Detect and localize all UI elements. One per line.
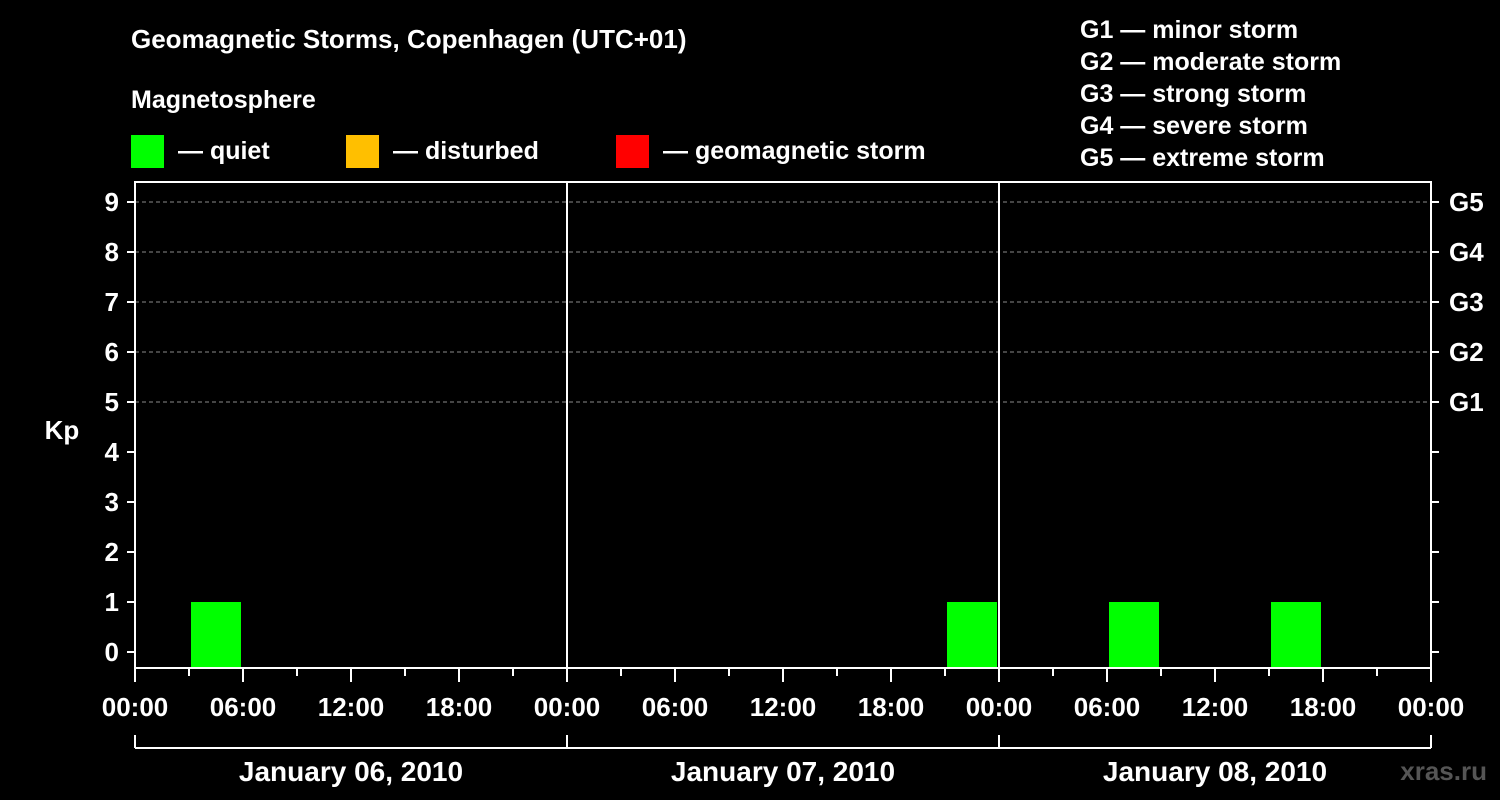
legend-swatch-disturbed (346, 134, 379, 168)
legend-item-disturbed: — disturbed (346, 134, 539, 168)
y-tick-label-2: 2 (105, 537, 119, 567)
x-tick-label-10: 12:00 (1182, 692, 1249, 722)
storm-level-list: G1 — minor storm G2 — moderate storm G3 … (1080, 14, 1341, 174)
x-tick-label-9: 06:00 (1074, 692, 1141, 722)
y-tick-label-9: 9 (105, 187, 119, 217)
x-tick-label-8: 00:00 (966, 692, 1033, 722)
kp-bar-0 (191, 602, 241, 668)
y-tick-label-7: 7 (105, 287, 119, 317)
legend-label-quiet: — quiet (178, 136, 270, 165)
x-tick-label-3: 18:00 (426, 692, 493, 722)
kp-bar-3 (1271, 602, 1321, 668)
x-tick-label-0: 00:00 (102, 692, 169, 722)
right-tick-label-g1: G1 (1449, 387, 1484, 417)
magnetosphere-label: Magnetosphere (131, 86, 316, 114)
y-tick-label-8: 8 (105, 237, 119, 267)
storm-level-g5: G5 — extreme storm (1080, 144, 1325, 172)
right-tick-label-g2: G2 (1449, 337, 1484, 367)
day-label-2: January 08, 2010 (1103, 756, 1327, 787)
y-tick-label-6: 6 (105, 337, 119, 367)
x-tick-label-4: 00:00 (534, 692, 601, 722)
chart-title: Geomagnetic Storms, Copenhagen (UTC+01) (131, 24, 687, 54)
x-tick-label-7: 18:00 (858, 692, 925, 722)
storm-level-g4: G4 — severe storm (1080, 112, 1308, 140)
right-tick-label-g3: G3 (1449, 287, 1484, 317)
legend-label-disturbed: — disturbed (393, 136, 539, 165)
kp-bar-2 (1109, 602, 1159, 668)
legend-label-storm: — geomagnetic storm (663, 136, 926, 165)
legend-item-quiet: — quiet (131, 134, 270, 168)
day-label-0: January 06, 2010 (239, 756, 463, 787)
x-tick-label-5: 06:00 (642, 692, 709, 722)
x-tick-label-11: 18:00 (1290, 692, 1357, 722)
x-tick-label-6: 12:00 (750, 692, 817, 722)
x-tick-label-2: 12:00 (318, 692, 385, 722)
storm-level-g2: G2 — moderate storm (1080, 48, 1342, 76)
x-tick-label-12: 00:00 (1398, 692, 1465, 722)
storm-level-g1: G1 — minor storm (1080, 16, 1299, 44)
plot-frame (134, 181, 1432, 669)
kp-bar-1 (947, 602, 997, 668)
y-tick-label-0: 0 (105, 637, 119, 667)
legend-swatch-storm (616, 134, 649, 168)
x-tick-label-1: 06:00 (210, 692, 277, 722)
legend-swatch-quiet (131, 134, 164, 168)
y-axis-label: Kp (45, 415, 80, 445)
right-tick-label-g5: G5 (1449, 187, 1484, 217)
y-tick-label-3: 3 (105, 487, 119, 517)
y-tick-label-4: 4 (105, 437, 120, 467)
right-tick-label-g4: G4 (1449, 237, 1484, 267)
day-label-1: January 07, 2010 (671, 756, 895, 787)
storm-level-g3: G3 — strong storm (1080, 80, 1307, 108)
watermark: xras.ru (1400, 756, 1487, 786)
legend-item-storm: — geomagnetic storm (616, 134, 926, 168)
y-tick-label-5: 5 (105, 387, 119, 417)
y-tick-label-1: 1 (105, 587, 119, 617)
